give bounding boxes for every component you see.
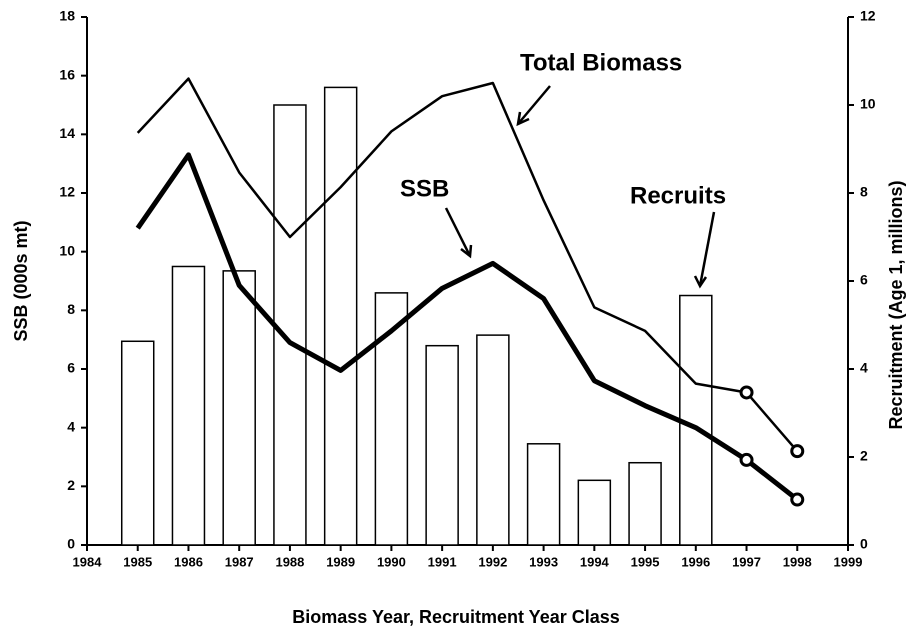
projection-marker: [790, 492, 805, 507]
x-tick-label: 1996: [681, 554, 710, 569]
x-tick-label: 1985: [123, 554, 152, 569]
y-tick-label: 10: [59, 242, 75, 258]
x-tick-label: 1987: [225, 554, 254, 569]
x-tick-label: 1999: [834, 554, 863, 569]
y-tick-label: 6: [67, 360, 75, 376]
arrows: [444, 85, 716, 289]
x-tick-label: 1992: [478, 554, 507, 569]
y-tick-label: 0: [67, 536, 75, 552]
bar: [323, 86, 358, 546]
projection-marker: [739, 452, 754, 467]
bar: [120, 340, 155, 546]
y2-tick-label: 8: [860, 184, 868, 200]
x-tick-label: 1995: [631, 554, 660, 569]
x-tick-label: 1991: [428, 554, 457, 569]
projection-marker: [739, 385, 754, 400]
x-tick-label: 1989: [326, 554, 355, 569]
x-tick-label: 1994: [580, 554, 610, 569]
series-label: Total Biomass: [520, 49, 682, 76]
y-tick-label: 14: [59, 125, 75, 141]
y-tick-label: 8: [67, 301, 75, 317]
y-tick-label: 18: [59, 8, 75, 24]
bar: [476, 334, 510, 546]
y2-tick-label: 10: [860, 96, 876, 112]
y2-axis-label: Recruitment (Age 1, millions): [886, 180, 906, 429]
y2-tick-label: 4: [860, 360, 868, 376]
bar: [628, 461, 662, 546]
bar: [273, 104, 307, 546]
line: [135, 152, 799, 502]
bar: [374, 292, 409, 546]
x-axis-label: Biomass Year, Recruitment Year Class: [292, 607, 620, 627]
y2-tick-label: 12: [860, 8, 876, 24]
line: [136, 77, 799, 452]
bar: [577, 479, 612, 546]
x-tick-label: 1984: [73, 554, 103, 569]
y2-tick-label: 2: [860, 448, 868, 464]
bar: [171, 265, 206, 546]
x-tick-label: 1988: [275, 554, 304, 569]
bar: [222, 270, 256, 546]
y-tick-label: 16: [59, 66, 75, 82]
y-tick-label: 4: [67, 418, 75, 434]
y-axis-label: SSB (000s mt): [11, 220, 31, 341]
x-tick-label: 1998: [783, 554, 812, 569]
x-tick-label: 1993: [529, 554, 558, 569]
y-tick-label: 2: [67, 477, 75, 493]
projection-marker: [790, 444, 805, 459]
y2-tick-label: 6: [860, 272, 868, 288]
series-label: Recruits: [630, 182, 726, 209]
bar: [425, 344, 459, 546]
series-label: SSB: [400, 175, 449, 202]
y-tick-label: 12: [59, 184, 75, 200]
x-tick-label: 1997: [732, 554, 761, 569]
bar: [526, 443, 561, 546]
y2-tick-label: 0: [860, 536, 868, 552]
x-tick-label: 1990: [377, 554, 406, 569]
x-tick-label: 1986: [174, 554, 203, 569]
